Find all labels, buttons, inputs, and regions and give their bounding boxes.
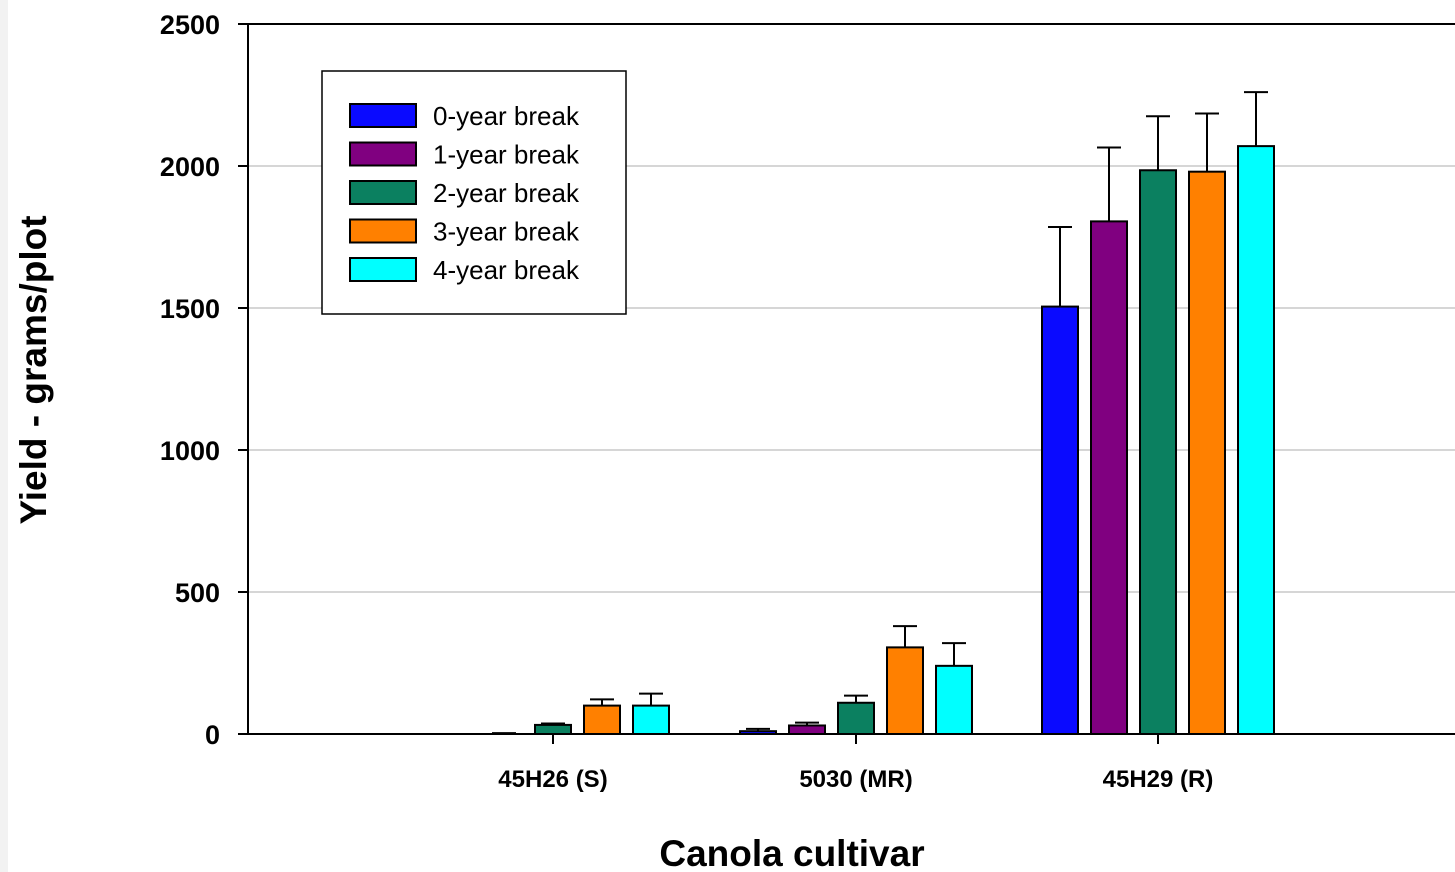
y-tick-label: 2000 — [160, 152, 220, 182]
bar — [1188, 170, 1226, 735]
bar — [1139, 169, 1177, 735]
legend-swatch — [349, 218, 417, 244]
y-axis-title: Yield - grams/plot — [13, 215, 54, 524]
bars — [437, 91, 1275, 736]
page-edge-strip — [0, 0, 8, 872]
legend-label: 3-year break — [433, 217, 580, 247]
x-category-labels: 45H26 (S) 5030 (MR) 45H29 (R) — [498, 734, 1213, 793]
bar — [583, 704, 621, 735]
x-category-label: 45H29 (R) — [1103, 766, 1214, 793]
legend-swatch — [349, 257, 417, 282]
y-tick-label: 1000 — [160, 436, 220, 466]
legend-swatch — [349, 180, 417, 205]
y-tick-label: 0 — [205, 720, 220, 750]
bar — [886, 646, 924, 736]
bar — [837, 701, 875, 736]
legend-label: 4-year break — [433, 255, 580, 285]
bar — [534, 723, 572, 735]
legend-label: 1-year break — [433, 140, 580, 170]
x-axis-title: Canola cultivar — [659, 833, 924, 872]
legend-swatch — [349, 103, 417, 128]
y-tick-label: 1500 — [160, 294, 220, 324]
y-tick-label: 2500 — [160, 10, 220, 40]
bar — [632, 704, 670, 735]
x-category-label: 5030 (MR) — [799, 766, 912, 793]
bar — [1090, 220, 1128, 735]
bar — [935, 664, 973, 736]
legend-label: 0-year break — [433, 101, 580, 131]
legend-label: 2-year break — [433, 178, 580, 208]
x-category-label: 45H26 (S) — [498, 766, 607, 793]
bar — [1041, 305, 1079, 735]
y-tick-labels: 0 500 1000 1500 2000 2500 — [160, 10, 248, 750]
bar — [788, 724, 826, 735]
legend-swatch — [349, 141, 417, 167]
axes — [247, 23, 1455, 735]
y-tick-label: 500 — [175, 578, 220, 608]
legend: 0-year break 1-year break 2-year break 3-ye… — [321, 70, 627, 315]
bar — [1237, 145, 1275, 735]
